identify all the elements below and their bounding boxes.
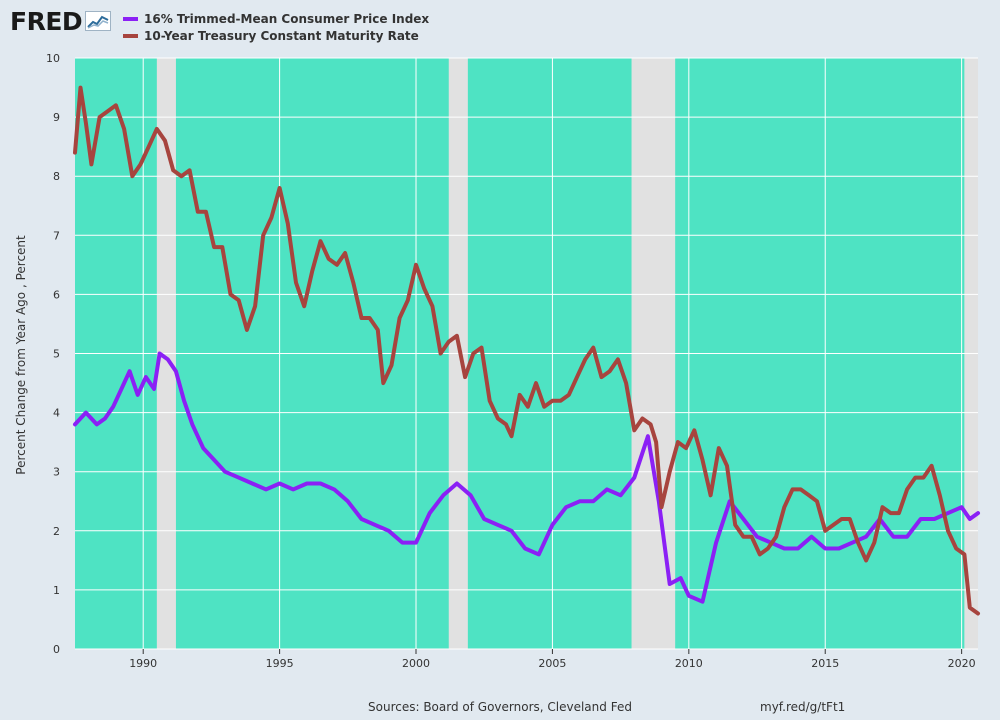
chart-line-icon (85, 11, 112, 31)
y-tick-label: 0 (53, 643, 60, 656)
logo-text: FRED (10, 6, 83, 36)
y-axis-label: Percent Change from Year Ago , Percent (14, 235, 28, 475)
y-tick-label: 9 (53, 111, 60, 124)
y-tick-label: 7 (53, 229, 60, 242)
short-link[interactable]: myf.red/g/tFt1 (760, 700, 846, 714)
y-tick-label: 10 (46, 52, 60, 65)
y-tick-label: 1 (53, 584, 60, 597)
y-tick-label: 5 (53, 348, 60, 361)
x-tick-label: 2005 (538, 657, 566, 670)
x-tick-label: 2000 (402, 657, 430, 670)
source-note: Sources: Board of Governors, Cleveland F… (368, 700, 632, 714)
legend-label-cpi: 16% Trimmed-Mean Consumer Price Index (144, 11, 430, 26)
series-line-treasury[interactable] (73, 85, 980, 616)
x-tick-label: 2015 (811, 657, 839, 670)
y-tick-label: 4 (53, 407, 60, 420)
legend-swatch-cpi (123, 16, 138, 21)
legend-label-treasury: 10-Year Treasury Constant Maturity Rate (144, 28, 419, 43)
legend-swatch-treasury (123, 33, 138, 38)
x-tick-label: 1995 (266, 657, 294, 670)
x-tick-label: 1990 (129, 657, 157, 670)
header: FRED 16% Trimmed-Mean Consumer Price Ind… (0, 0, 1000, 50)
y-tick-label: 3 (53, 466, 60, 479)
series-line-cpi[interactable] (73, 351, 980, 604)
legend: 16% Trimmed-Mean Consumer Price Index 10… (123, 10, 429, 44)
fred-logo[interactable]: FRED (10, 6, 112, 36)
y-tick-label: 6 (53, 288, 60, 301)
x-tick-label: 2020 (948, 657, 976, 670)
legend-item-treasury[interactable]: 10-Year Treasury Constant Maturity Rate (123, 27, 429, 44)
x-tick-label: 2010 (675, 657, 703, 670)
y-tick-label: 2 (53, 525, 60, 538)
legend-item-cpi[interactable]: 16% Trimmed-Mean Consumer Price Index (123, 10, 429, 27)
y-tick-label: 8 (53, 170, 60, 183)
